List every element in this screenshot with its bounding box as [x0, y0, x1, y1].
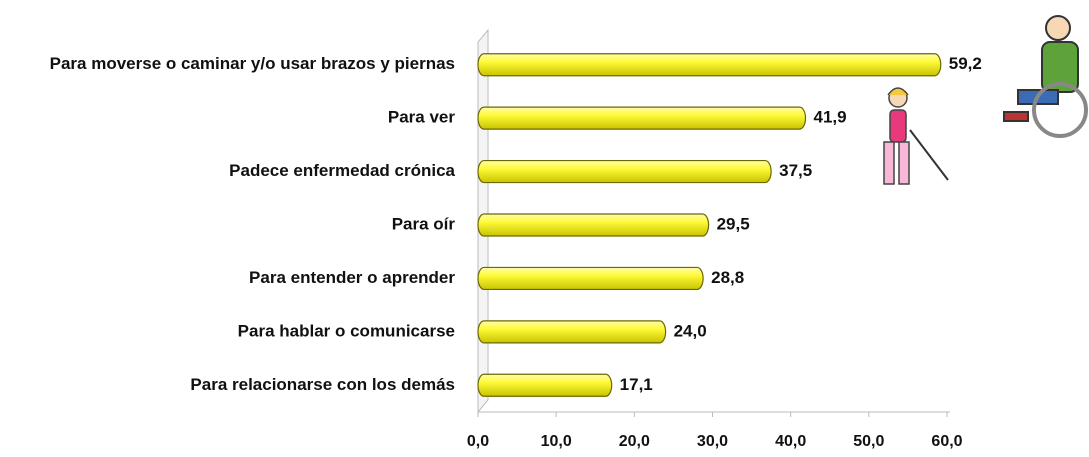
category-label: Para hablar o comunicarse	[238, 321, 455, 340]
bar	[478, 161, 771, 183]
value-label: 28,8	[711, 268, 744, 287]
value-label: 37,5	[779, 161, 812, 180]
value-label: 29,5	[717, 214, 750, 233]
bar	[478, 267, 703, 289]
category-label: Para relacionarse con los demás	[190, 375, 455, 394]
bar	[478, 107, 806, 129]
category-label: Para moverse o caminar y/o usar brazos y…	[50, 54, 455, 73]
wheelchair-figure	[1004, 16, 1086, 136]
bar	[478, 374, 612, 396]
bar	[478, 214, 709, 236]
value-label: 41,9	[814, 108, 847, 127]
category-label: Para ver	[388, 108, 455, 127]
bar	[478, 54, 941, 76]
x-tick-label: 20,0	[619, 433, 650, 450]
x-tick-label: 0,0	[467, 433, 489, 450]
x-tick-label: 60,0	[931, 433, 962, 450]
walking-figure	[884, 88, 948, 184]
value-label: 59,2	[949, 54, 982, 73]
x-tick-label: 30,0	[697, 433, 728, 450]
value-label: 24,0	[674, 321, 707, 340]
value-label: 17,1	[620, 375, 653, 394]
x-tick-label: 40,0	[775, 433, 806, 450]
x-tick-label: 50,0	[853, 433, 884, 450]
category-label: Para entender o aprender	[249, 268, 455, 287]
category-label: Para oír	[392, 214, 456, 233]
chart: 0,0 10,0 20,0 30,0 40,0 50,0 60,0 Para moverse …	[0, 0, 1089, 457]
x-tick-label: 10,0	[541, 433, 572, 450]
bar	[478, 321, 666, 343]
category-label: Padece enfermedad crónica	[229, 161, 455, 180]
